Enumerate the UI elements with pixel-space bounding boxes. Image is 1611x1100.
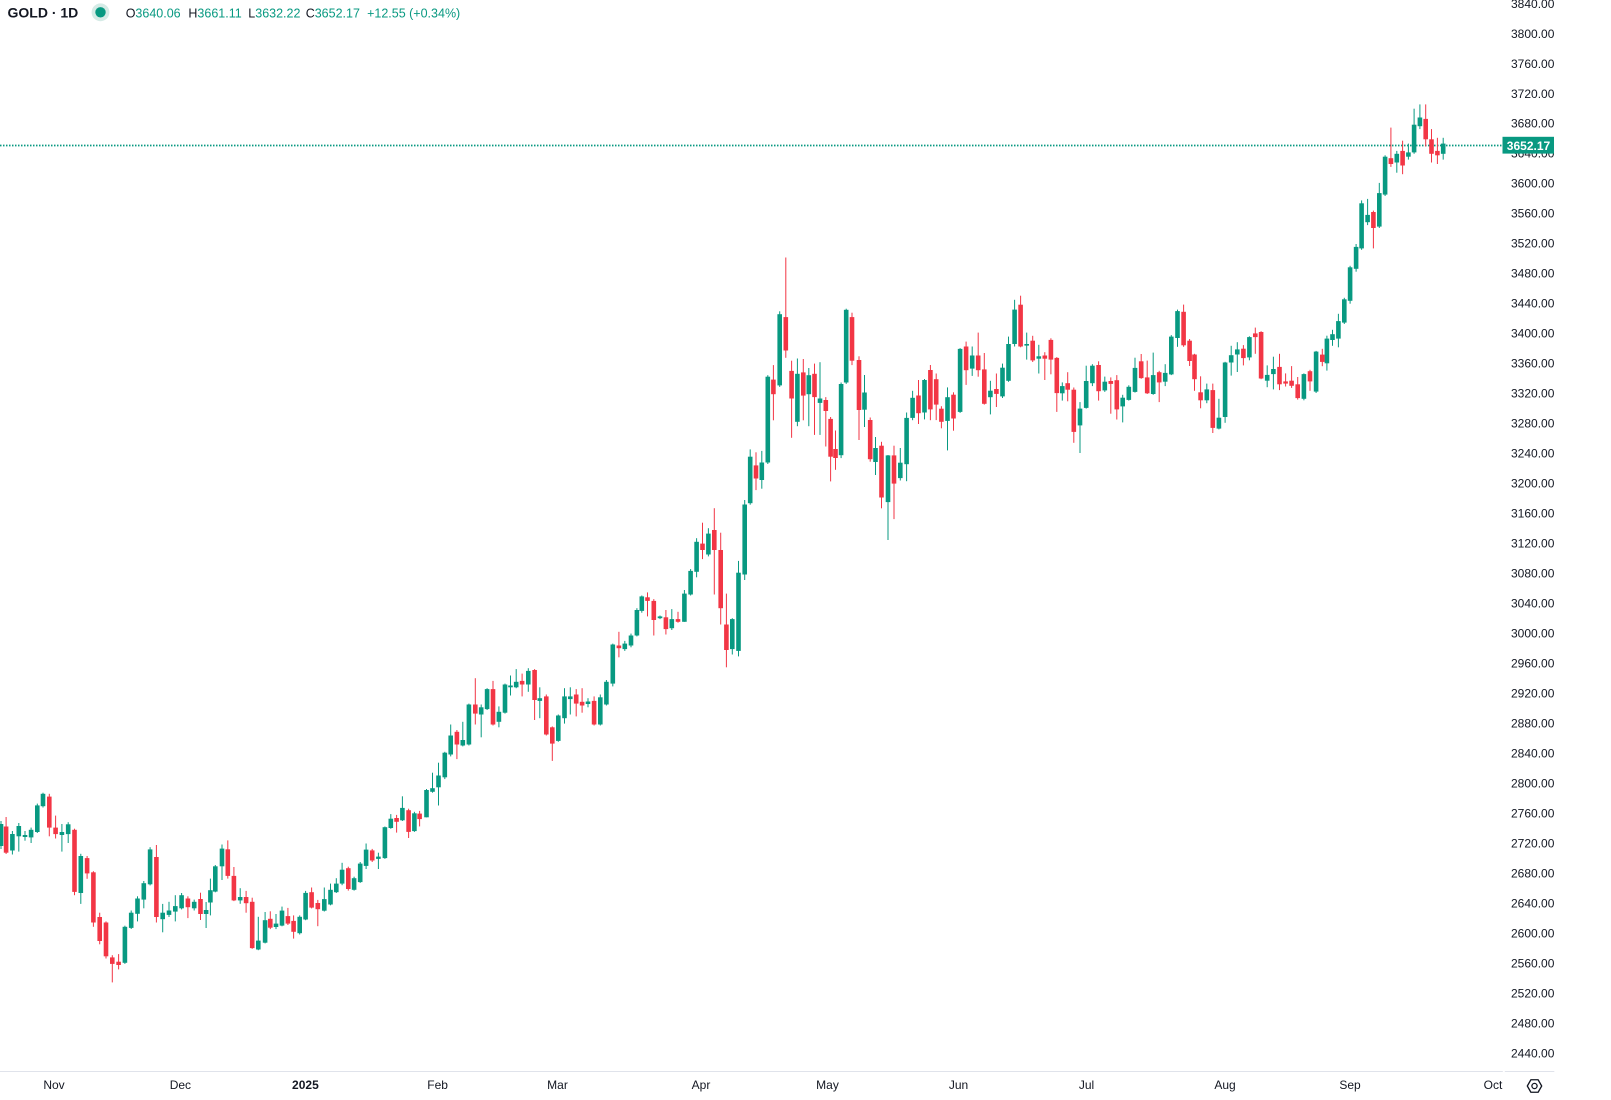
svg-text:2920.00: 2920.00 <box>1511 687 1555 701</box>
svg-text:3040.00: 3040.00 <box>1511 597 1555 611</box>
svg-text:Jul: Jul <box>1079 1078 1094 1092</box>
svg-text:3720.00: 3720.00 <box>1511 87 1555 101</box>
svg-text:3652.17: 3652.17 <box>1507 139 1551 153</box>
svg-text:2025: 2025 <box>292 1078 319 1092</box>
svg-text:2520.00: 2520.00 <box>1511 986 1555 1000</box>
svg-text:Mar: Mar <box>547 1078 568 1092</box>
svg-text:2480.00: 2480.00 <box>1511 1016 1555 1030</box>
svg-text:2440.00: 2440.00 <box>1511 1046 1555 1060</box>
svg-text:GOLD · 1D: GOLD · 1D <box>8 5 79 21</box>
svg-text:L3632.22: L3632.22 <box>248 6 300 20</box>
svg-text:2600.00: 2600.00 <box>1511 926 1555 940</box>
svg-text:3200.00: 3200.00 <box>1511 477 1555 491</box>
svg-text:Aug: Aug <box>1214 1078 1235 1092</box>
svg-text:3400.00: 3400.00 <box>1511 327 1555 341</box>
svg-text:Oct: Oct <box>1484 1078 1503 1092</box>
svg-text:3080.00: 3080.00 <box>1511 567 1555 581</box>
svg-text:3120.00: 3120.00 <box>1511 537 1555 551</box>
svg-text:3600.00: 3600.00 <box>1511 177 1555 191</box>
svg-text:2680.00: 2680.00 <box>1511 866 1555 880</box>
svg-text:Apr: Apr <box>692 1078 711 1092</box>
svg-text:Feb: Feb <box>427 1078 448 1092</box>
svg-text:3240.00: 3240.00 <box>1511 447 1555 461</box>
svg-text:Jun: Jun <box>949 1078 968 1092</box>
svg-text:2800.00: 2800.00 <box>1511 776 1555 790</box>
svg-text:2760.00: 2760.00 <box>1511 806 1555 820</box>
svg-text:2640.00: 2640.00 <box>1511 896 1555 910</box>
svg-text:3480.00: 3480.00 <box>1511 267 1555 281</box>
svg-text:3800.00: 3800.00 <box>1511 27 1555 41</box>
svg-text:Sep: Sep <box>1339 1078 1361 1092</box>
svg-text:O3640.06: O3640.06 <box>126 6 181 20</box>
svg-text:C3652.17: C3652.17 <box>306 6 360 20</box>
svg-text:+12.55 (+0.34%): +12.55 (+0.34%) <box>367 6 460 20</box>
svg-text:2960.00: 2960.00 <box>1511 657 1555 671</box>
svg-text:3440.00: 3440.00 <box>1511 297 1555 311</box>
svg-text:2840.00: 2840.00 <box>1511 746 1555 760</box>
svg-text:3320.00: 3320.00 <box>1511 387 1555 401</box>
svg-text:May: May <box>816 1078 839 1092</box>
svg-text:3360.00: 3360.00 <box>1511 357 1555 371</box>
svg-text:3840.00: 3840.00 <box>1511 0 1555 11</box>
svg-text:Dec: Dec <box>170 1078 191 1092</box>
svg-text:2880.00: 2880.00 <box>1511 717 1555 731</box>
svg-text:3520.00: 3520.00 <box>1511 237 1555 251</box>
svg-text:3680.00: 3680.00 <box>1511 117 1555 131</box>
svg-text:H3661.11: H3661.11 <box>188 6 241 20</box>
svg-text:3000.00: 3000.00 <box>1511 627 1555 641</box>
svg-text:3280.00: 3280.00 <box>1511 417 1555 431</box>
svg-text:3760.00: 3760.00 <box>1511 57 1555 71</box>
svg-text:3160.00: 3160.00 <box>1511 507 1555 521</box>
svg-text:2560.00: 2560.00 <box>1511 956 1555 970</box>
svg-text:2720.00: 2720.00 <box>1511 836 1555 850</box>
svg-text:Nov: Nov <box>43 1078 64 1092</box>
svg-text:3560.00: 3560.00 <box>1511 207 1555 221</box>
